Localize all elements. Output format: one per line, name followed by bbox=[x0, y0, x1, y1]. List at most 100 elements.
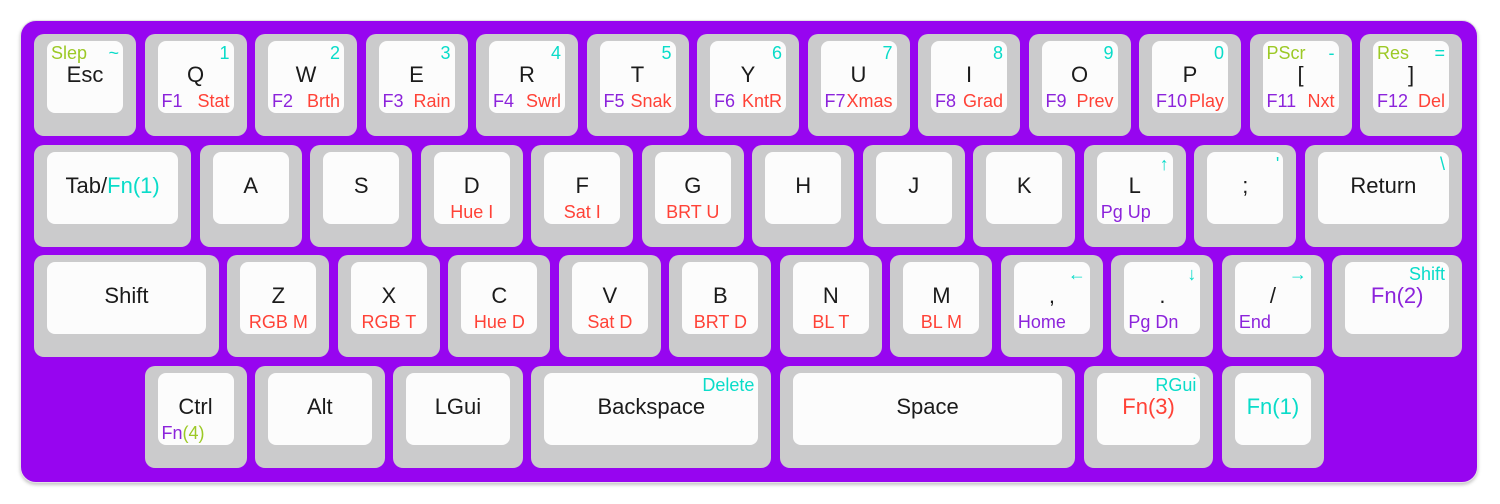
w-legend-bl: F2 bbox=[272, 91, 294, 111]
c-legend-mc: C bbox=[491, 283, 508, 308]
keycap-face: 6 Y F6 KntR bbox=[710, 41, 786, 113]
u-legend-bl: F7 bbox=[824, 91, 846, 111]
rbracket-legend-mc: ] bbox=[1407, 62, 1415, 87]
key-esc[interactable]: Slep ~ Esc bbox=[34, 34, 136, 136]
keycap-face: Space bbox=[792, 372, 1063, 445]
key-e[interactable]: 3 E F3 Rain bbox=[365, 34, 468, 136]
key-o[interactable]: 9 O F9 Prev bbox=[1028, 34, 1131, 136]
key-alt[interactable]: Alt bbox=[255, 365, 385, 468]
esc-legend-tl: Slep bbox=[51, 43, 88, 63]
keycap-face: ↓. Pg Dn bbox=[1124, 262, 1201, 334]
i-legend-bl: F8 bbox=[935, 91, 957, 111]
key-b[interactable]: B BRT D bbox=[669, 255, 772, 357]
key-rbracket[interactable]: Res =] F12 Del bbox=[1360, 34, 1462, 136]
key-t[interactable]: 5 T F5 Snak bbox=[586, 34, 689, 136]
key-i[interactable]: 8 I F8 Grad bbox=[918, 34, 1020, 136]
key-n[interactable]: N BL T bbox=[779, 255, 882, 357]
key-q[interactable]: 1 Q F1 Stat bbox=[144, 34, 247, 136]
t-legend-mc: T bbox=[630, 62, 645, 87]
key-c[interactable]: C Hue D bbox=[448, 255, 551, 357]
t-legend-br: Snak bbox=[630, 91, 672, 111]
key-j[interactable]: J bbox=[862, 144, 965, 247]
key-period[interactable]: ↓. Pg Dn bbox=[1111, 255, 1214, 357]
period-legend-bl: Pg Dn bbox=[1128, 312, 1179, 332]
c-legend-bc: Hue D bbox=[473, 312, 525, 332]
key-comma[interactable]: ←, Home bbox=[1000, 255, 1103, 357]
u-legend-br: Xmas bbox=[846, 91, 893, 111]
key-rshift[interactable]: Shift Fn(2) bbox=[1332, 255, 1462, 357]
key-p[interactable]: 0 P F10 Play bbox=[1139, 34, 1241, 136]
keycap-face: Slep ~ Esc bbox=[47, 41, 123, 113]
key-z[interactable]: Z RGB M bbox=[227, 255, 330, 357]
b-legend-bc: BRT D bbox=[693, 312, 748, 332]
u-legend-mc: U bbox=[850, 62, 867, 87]
key-k[interactable]: K bbox=[973, 144, 1076, 247]
key-m[interactable]: M BL M bbox=[890, 255, 993, 357]
key-fn1[interactable]: Fn(1) bbox=[1221, 365, 1324, 468]
left-arrow-legend: ← bbox=[1067, 264, 1086, 284]
key-u[interactable]: 7 U F7 Xmas bbox=[807, 34, 910, 136]
m-legend-mc: M bbox=[932, 283, 951, 308]
key-r[interactable]: 4 R F4 Swrl bbox=[476, 34, 578, 136]
key-slash[interactable]: → / End bbox=[1221, 255, 1324, 357]
key-w[interactable]: 2 W F2 Brth bbox=[255, 34, 357, 136]
key-backspace[interactable]: Delete Backspace bbox=[531, 365, 772, 468]
key-s[interactable]: S bbox=[310, 144, 413, 247]
fn1-legend-mc: Fn(1) bbox=[1246, 393, 1300, 419]
key-h[interactable]: H bbox=[752, 144, 855, 247]
key-g[interactable]: G BRT U bbox=[641, 144, 744, 247]
key-ctrl[interactable]: Ctrl Fn(4) bbox=[144, 365, 247, 468]
keycap-face: \ Return bbox=[1317, 151, 1449, 224]
key-lbracket[interactable]: PScr - [F11 Nxt bbox=[1249, 34, 1352, 136]
r-legend-mc: R bbox=[519, 62, 535, 87]
key-y[interactable]: 6 Y F6 KntR bbox=[697, 34, 799, 136]
key-return[interactable]: \ Return bbox=[1304, 144, 1462, 247]
o-legend-mc: O bbox=[1070, 62, 1089, 87]
semicolon-legend-tr: ' bbox=[1275, 153, 1280, 174]
g-legend-mc: G bbox=[684, 172, 702, 198]
keycap-face: 8 I F8 Grad bbox=[931, 41, 1007, 113]
keycap-face: ←, Home bbox=[1013, 262, 1090, 334]
i-legend-mc: I bbox=[965, 62, 973, 87]
key-f[interactable]: F Sat I bbox=[531, 144, 634, 247]
p-legend-br: Play bbox=[1188, 91, 1224, 111]
key-a[interactable]: A bbox=[199, 144, 302, 247]
rbracket-legend-br: Del bbox=[1417, 91, 1445, 111]
w-legend-br: Brth bbox=[306, 91, 340, 111]
rbracket-legend-tl: Res bbox=[1377, 43, 1410, 63]
key-x[interactable]: X RGB T bbox=[337, 255, 440, 357]
keycap-face: Z RGB M bbox=[240, 262, 317, 334]
keycap-face: J bbox=[875, 151, 952, 224]
e-legend-tr: 3 bbox=[440, 43, 451, 63]
slash-legend-mc: / bbox=[1269, 283, 1276, 308]
lshift-legend-mc: Shift bbox=[104, 283, 149, 308]
j-legend-mc: J bbox=[908, 172, 920, 198]
s-legend-mc: S bbox=[353, 172, 369, 198]
key-space[interactable]: Space bbox=[779, 365, 1076, 468]
esc-legend-tr: ~ bbox=[108, 43, 119, 63]
z-legend-mc: Z bbox=[271, 283, 286, 308]
keycap-face: Shift Fn(2) bbox=[1345, 262, 1449, 334]
w-legend-mc: W bbox=[295, 62, 317, 87]
keycap-face: 3 E F3 Rain bbox=[378, 41, 455, 113]
ctrl-legend-bl: Fn(4) bbox=[162, 422, 205, 444]
keycap-face: 5 T F5 Snak bbox=[599, 41, 676, 113]
key-lshift[interactable]: Shift bbox=[34, 255, 219, 357]
return-legend-tr: \ bbox=[1439, 153, 1445, 174]
key-semicolon[interactable]: '; bbox=[1194, 144, 1297, 247]
keycap-face: Alt bbox=[268, 372, 372, 445]
q-legend-bl: F1 bbox=[161, 91, 183, 111]
down-arrow-legend: ↓ bbox=[1187, 264, 1197, 284]
key-lgui[interactable]: LGui bbox=[393, 365, 523, 468]
key-v[interactable]: V Sat D bbox=[558, 255, 661, 357]
t-legend-bl: F5 bbox=[603, 91, 625, 111]
f-legend-bc: Sat I bbox=[563, 201, 601, 222]
key-fn3[interactable]: RGui Fn(3) bbox=[1083, 365, 1214, 468]
backspace-legend-tr: Delete bbox=[702, 374, 755, 395]
return-legend-mc: Return bbox=[1350, 172, 1417, 198]
key-l[interactable]: ↑ L Pg Up bbox=[1083, 144, 1186, 247]
keycap-face: Ctrl Fn(4) bbox=[157, 372, 234, 445]
key-tab[interactable]: Tab/Fn(1) bbox=[34, 144, 192, 247]
key-d[interactable]: D Hue I bbox=[420, 144, 523, 247]
keycap-face: 9 O F9 Prev bbox=[1041, 41, 1118, 113]
